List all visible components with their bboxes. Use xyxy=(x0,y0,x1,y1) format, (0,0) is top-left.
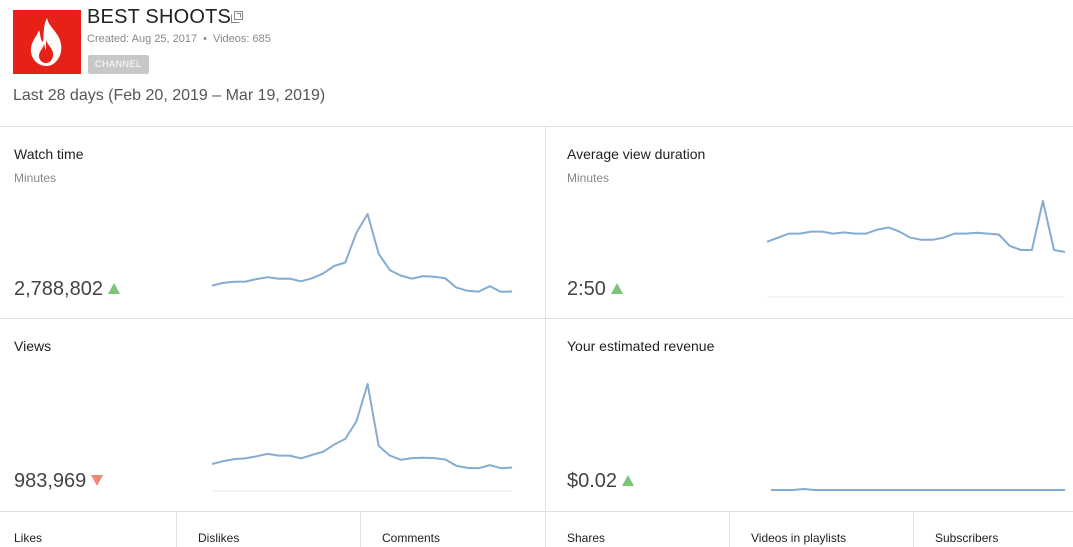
card-title: Watch time xyxy=(14,146,84,162)
channel-header: BEST SHOOTS Created: Aug 25, 2017 • Videos… xyxy=(0,0,1073,126)
divider xyxy=(176,511,177,547)
sparkline-series xyxy=(771,488,1065,491)
card-value: $0.02 xyxy=(567,470,635,493)
meta-separator: • xyxy=(203,33,207,45)
channel-avatar[interactable] xyxy=(13,10,81,74)
divider xyxy=(545,126,546,547)
divider xyxy=(0,126,1073,127)
sparkline-chart[interactable] xyxy=(211,200,513,300)
sparkline-chart[interactable] xyxy=(766,195,1066,298)
sparkline-chart[interactable] xyxy=(211,380,513,492)
date-range: Last 28 days (Feb 20, 2019 – Mar 19, 201… xyxy=(13,87,326,104)
sparkline-chart[interactable] xyxy=(771,480,1065,492)
trend-up-icon xyxy=(107,283,120,294)
metric-subscribers[interactable]: Subscribers xyxy=(935,531,999,545)
card-value: 2:50 xyxy=(567,278,623,301)
card-unit: Minutes xyxy=(567,171,610,185)
card-title: Views xyxy=(14,338,52,354)
divider xyxy=(360,511,361,547)
metric-videos-in-playlists[interactable]: Videos in playlists xyxy=(751,531,847,545)
card-title: Average view duration xyxy=(567,146,706,162)
sparkline-series xyxy=(211,383,513,470)
flame-icon xyxy=(30,18,62,66)
metric-value: 983,969 xyxy=(14,470,87,492)
channel-name[interactable]: BEST SHOOTS xyxy=(87,6,232,28)
channel-meta: Created: Aug 25, 2017 • Videos: 685 xyxy=(87,33,271,45)
trend-up-icon xyxy=(610,283,623,294)
metric-likes[interactable]: Likes xyxy=(14,531,43,545)
external-link-icon[interactable] xyxy=(231,11,243,23)
divider xyxy=(0,318,1073,319)
divider xyxy=(913,511,914,547)
channel-badge: CHANNEL xyxy=(88,55,149,74)
card-value: 983,969 xyxy=(14,470,104,493)
metric-comments[interactable]: Comments xyxy=(382,531,441,545)
trend-up-icon xyxy=(622,475,635,486)
video-count: Videos: 685 xyxy=(212,33,271,45)
card-title: Your estimated revenue xyxy=(567,338,715,354)
sparkline-series xyxy=(211,213,513,293)
card-value: 2,788,802 xyxy=(14,278,120,301)
sparkline-series xyxy=(766,200,1066,253)
created-date: Created: Aug 25, 2017 xyxy=(87,33,198,45)
metric-value: $0.02 xyxy=(567,470,618,492)
divider xyxy=(729,511,730,547)
metric-dislikes[interactable]: Dislikes xyxy=(198,531,240,545)
metric-shares[interactable]: Shares xyxy=(567,531,606,545)
metric-value: 2:50 xyxy=(567,278,606,300)
card-unit: Minutes xyxy=(14,171,57,185)
metric-value: 2,788,802 xyxy=(14,278,103,300)
divider xyxy=(0,511,1073,512)
trend-down-icon xyxy=(91,475,104,486)
